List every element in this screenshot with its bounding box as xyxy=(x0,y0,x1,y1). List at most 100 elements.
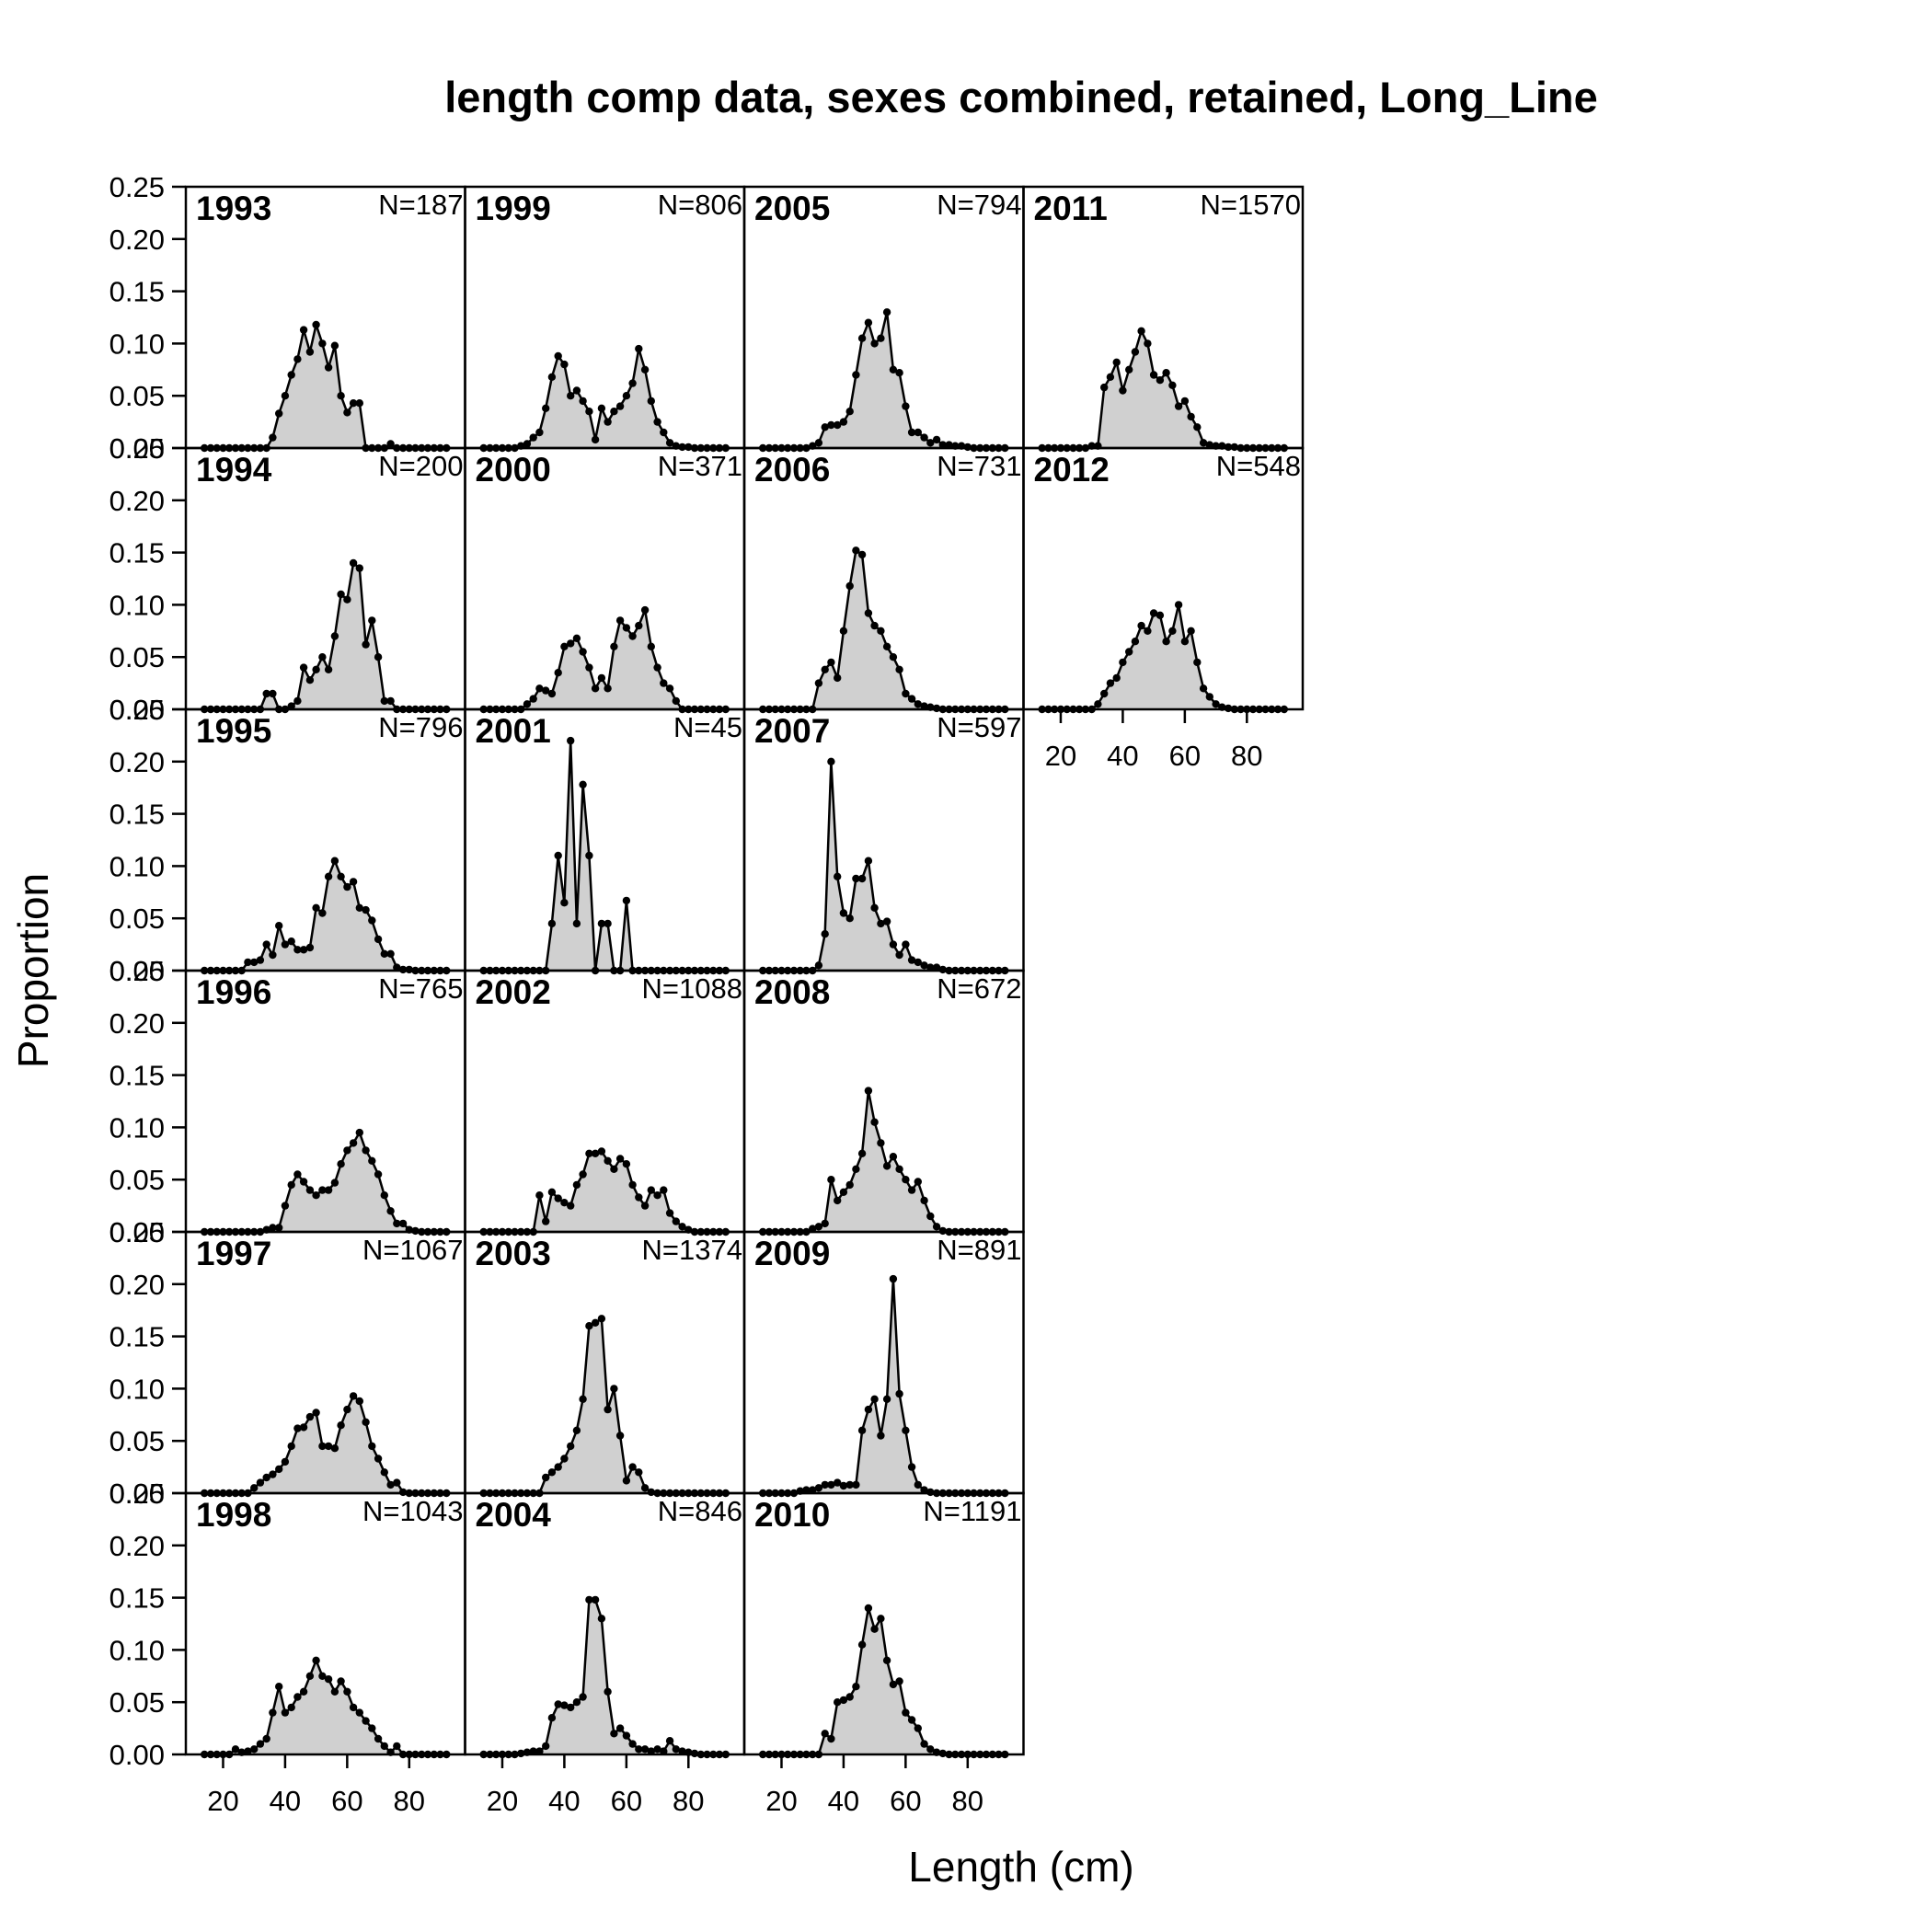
n-label-2010: N=1191 xyxy=(923,1495,1021,1527)
panel-2011: 2011 N=1570 xyxy=(1022,185,1305,453)
point-2004-40 xyxy=(560,1701,569,1709)
point-2003-60 xyxy=(622,1477,631,1485)
point-2002-42 xyxy=(567,1202,575,1210)
point-2005-34 xyxy=(821,423,829,431)
point-2008-30 xyxy=(809,1225,817,1233)
point-2010-36 xyxy=(827,1734,835,1743)
point-2005-56 xyxy=(889,365,898,374)
point-2002-34 xyxy=(542,1217,550,1225)
point-2003-58 xyxy=(615,1432,625,1440)
point-1998-40 xyxy=(281,1708,290,1717)
point-2007-62 xyxy=(907,956,916,964)
point-2000-54 xyxy=(604,684,612,693)
point-2005-36 xyxy=(827,420,835,430)
point-2005-42 xyxy=(845,408,854,416)
point-1993-48 xyxy=(305,348,315,356)
point-2009-38 xyxy=(834,1478,842,1487)
area-1993 xyxy=(204,325,447,448)
year-label-2005: 2005 xyxy=(754,190,830,227)
point-2008-54 xyxy=(882,1162,891,1170)
point-2012-42 xyxy=(1125,648,1133,656)
point-1997-30 xyxy=(250,1484,259,1492)
point-2010-58 xyxy=(895,1677,903,1685)
point-2006-44 xyxy=(852,546,860,555)
point-2008-40 xyxy=(839,1188,848,1197)
point-2003-54 xyxy=(604,1405,612,1414)
y-tick-label-1994-5: 0.25 xyxy=(109,432,165,465)
point-2006-46 xyxy=(857,550,867,559)
point-2012-36 xyxy=(1106,679,1115,687)
point-2004-64 xyxy=(635,1745,643,1754)
n-label-2005: N=794 xyxy=(937,189,1021,221)
point-2003-50 xyxy=(591,1318,600,1328)
point-2012-38 xyxy=(1112,673,1121,683)
point-1999-36 xyxy=(547,373,557,381)
point-2003-40 xyxy=(560,1455,569,1463)
point-1995-54 xyxy=(324,872,333,880)
point-2003-46 xyxy=(579,1395,587,1404)
point-1997-40 xyxy=(281,1457,290,1466)
year-label-1998: 1998 xyxy=(196,1496,271,1534)
point-1994-74 xyxy=(386,696,395,706)
point-2010-60 xyxy=(902,1708,910,1717)
point-2012-62 xyxy=(1187,627,1195,635)
point-2009-30 xyxy=(809,1486,817,1494)
point-2008-48 xyxy=(864,1087,873,1095)
point-2002-52 xyxy=(597,1147,606,1156)
point-2006-52 xyxy=(877,627,885,635)
point-2009-62 xyxy=(907,1463,916,1471)
panel-2004: 2004 N=846 20 40 60 80 xyxy=(464,1491,746,1817)
point-1997-38 xyxy=(275,1465,283,1474)
point-2002-40 xyxy=(560,1199,569,1207)
point-2008-70 xyxy=(932,1223,941,1231)
point-2005-72 xyxy=(938,441,947,449)
n-label-2012: N=548 xyxy=(1216,450,1301,482)
point-1996-62 xyxy=(349,1139,358,1147)
area-2003 xyxy=(483,1318,726,1493)
point-1996-60 xyxy=(343,1146,351,1155)
point-2000-68 xyxy=(647,642,655,650)
point-1997-46 xyxy=(299,1423,308,1432)
point-2006-60 xyxy=(902,689,910,698)
x-tick-label-1998-0: 20 xyxy=(207,1785,238,1817)
point-2000-46 xyxy=(579,648,587,656)
y-tick-label-1994-0: 0.00 xyxy=(109,694,165,726)
point-1995-38 xyxy=(275,922,283,930)
point-2002-54 xyxy=(604,1156,612,1166)
point-2010-38 xyxy=(834,1698,842,1707)
point-2010-62 xyxy=(907,1716,916,1724)
point-2003-34 xyxy=(542,1473,550,1482)
point-2003-36 xyxy=(547,1468,557,1477)
point-2011-38 xyxy=(1112,358,1121,366)
point-2001-52 xyxy=(597,919,606,928)
point-2005-46 xyxy=(857,334,867,342)
point-2006-62 xyxy=(907,695,916,703)
n-label-1994: N=200 xyxy=(378,450,463,482)
point-1998-44 xyxy=(293,1693,302,1701)
point-1998-42 xyxy=(287,1703,295,1712)
point-1999-38 xyxy=(554,351,562,361)
point-1993-56 xyxy=(330,341,339,350)
point-2000-42 xyxy=(567,639,575,648)
panel-2010: 2010 N=1191 20 40 60 80 xyxy=(742,1491,1025,1817)
point-1997-64 xyxy=(355,1397,363,1406)
year-label-2008: 2008 xyxy=(754,973,830,1011)
y-tick-label-1996-0: 0.00 xyxy=(109,1216,165,1248)
point-2007-36 xyxy=(827,757,835,765)
point-1994-56 xyxy=(330,632,339,640)
point-2009-44 xyxy=(852,1480,860,1489)
point-1994-66 xyxy=(362,640,370,649)
point-2002-70 xyxy=(653,1191,661,1200)
year-label-2001: 2001 xyxy=(476,712,551,750)
point-2004-56 xyxy=(610,1730,618,1738)
point-1995-42 xyxy=(287,937,295,946)
year-label-1995: 1995 xyxy=(196,712,271,750)
point-2007-48 xyxy=(864,857,873,865)
n-label-2000: N=371 xyxy=(658,450,742,482)
chart-title: length comp data, sexes combined, retain… xyxy=(444,73,1598,121)
point-1996-46 xyxy=(299,1178,308,1186)
point-2011-56 xyxy=(1168,381,1177,389)
point-1998-28 xyxy=(244,1747,252,1755)
point-2010-40 xyxy=(839,1696,848,1705)
y-tick-label-1995-1: 0.05 xyxy=(109,903,165,935)
